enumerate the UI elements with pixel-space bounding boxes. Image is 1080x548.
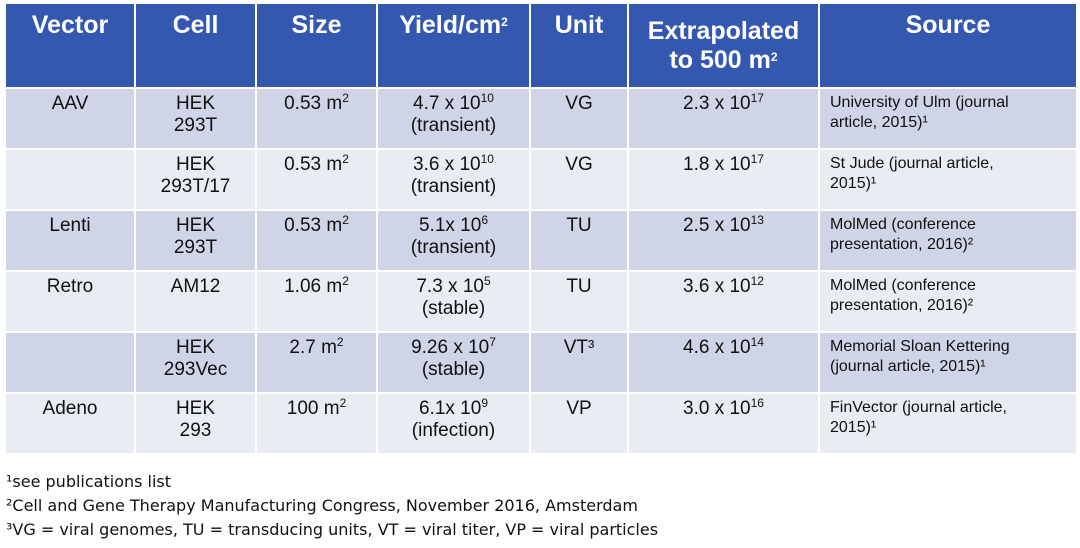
header-row: Vector Cell Size Yield/cm2 Unit Extrapol… [4,2,1078,89]
unit-cell: TU [529,270,629,333]
cell-line-cell: HEK 293T/17 [134,148,257,211]
unit-cell: VG [529,148,629,211]
unit-cell: TU [529,209,629,272]
size-cell: 0.53 m2 [255,209,378,272]
size-cell: 1.06 m2 [255,270,378,333]
source-cell: MolMed (conference presentation, 2016)² [818,209,1078,272]
footnote-3: ³VG = viral genomes, TU = transducing un… [6,520,659,539]
extrapolated-cell: 4.6 x 1014 [627,331,820,394]
size-cell: 2.7 m2 [255,331,378,394]
size-cell: 100 m2 [255,392,378,455]
unit-cell: VG [529,87,629,150]
extrapolated-cell: 2.3 x 1017 [627,87,820,150]
yield-cell: 9.26 x 107 (stable) [376,331,531,394]
header-vector: Vector [4,2,136,89]
source-cell: FinVector (journal article, 2015)¹ [818,392,1078,455]
vector-cell: Lenti [4,209,136,272]
source-cell: St Jude (journal article, 2015)¹ [818,148,1078,211]
source-cell: MolMed (conference presentation, 2016)² [818,270,1078,333]
table-row: AAV HEK 293T 0.53 m2 4.7 x 1010 (transient) VG… [4,87,1078,150]
vector-cell [4,331,136,394]
size-cell: 0.53 m2 [255,148,378,211]
footnote-2: ²Cell and Gene Therapy Manufacturing Con… [6,496,638,515]
extrapolated-cell: 3.0 x 1016 [627,392,820,455]
size-cell: 0.53 m2 [255,87,378,150]
extrapolated-cell: 1.8 x 1017 [627,148,820,211]
header-yield: Yield/cm2 [376,2,531,89]
footnotes: ¹see publications list ²Cell and Gene Th… [6,470,658,542]
header-source: Source [818,2,1078,89]
unit-cell: VT³ [529,331,629,394]
cell-line-cell: HEK 293T [134,209,257,272]
header-extrapolated-line2: to 500 m2 [669,45,778,74]
yield-cell: 5.1x 106 (transient) [376,209,531,272]
vector-cell [4,148,136,211]
footnote-1: ¹see publications list [6,472,172,491]
cell-line-cell: HEK 293T [134,87,257,150]
table-row: Lenti HEK 293T 0.53 m2 5.1x 106 (transient) TU… [4,209,1078,272]
table-row: Retro AM12 1.06 m2 7.3 x 105 (stable) TU 3.6 x… [4,270,1078,333]
vector-cell: AAV [4,87,136,150]
header-extrapolated-line1: Extrapolated [647,16,800,45]
yield-cell: 6.1x 109 (infection) [376,392,531,455]
yield-cell: 3.6 x 1010 (transient) [376,148,531,211]
table-row: Adeno HEK 293 100 m2 6.1x 109 (infection) VP 3.… [4,392,1078,455]
production-yield-table-container: Vector Cell Size Yield/cm2 Unit Extrapol… [4,2,1078,455]
header-extrapolated: Extrapolated to 500 m2 [627,2,820,89]
production-yield-table: Vector Cell Size Yield/cm2 Unit Extrapol… [4,2,1078,455]
extrapolated-cell: 3.6 x 1012 [627,270,820,333]
source-cell: Memorial Sloan Kettering (journal article… [818,331,1078,394]
vector-cell: Adeno [4,392,136,455]
source-cell: University of Ulm (journal article, 2015)… [818,87,1078,150]
table-header: Vector Cell Size Yield/cm2 Unit Extrapol… [4,2,1078,89]
table-row: HEK 293Vec 2.7 m2 9.26 x 107 (stable) VT³ 4.6 … [4,331,1078,394]
vector-cell: Retro [4,270,136,333]
extrapolated-cell: 2.5 x 1013 [627,209,820,272]
cell-line-cell: HEK 293 [134,392,257,455]
table-row: HEK 293T/17 0.53 m2 3.6 x 1010 (transient) VG… [4,148,1078,211]
header-cell: Cell [134,2,257,89]
cell-line-cell: HEK 293Vec [134,331,257,394]
header-size: Size [255,2,378,89]
yield-cell: 4.7 x 1010 (transient) [376,87,531,150]
yield-cell: 7.3 x 105 (stable) [376,270,531,333]
header-unit: Unit [529,2,629,89]
unit-cell: VP [529,392,629,455]
cell-line-cell: AM12 [134,270,257,333]
table-body: AAV HEK 293T 0.53 m2 4.7 x 1010 (transient) VG… [4,87,1078,455]
